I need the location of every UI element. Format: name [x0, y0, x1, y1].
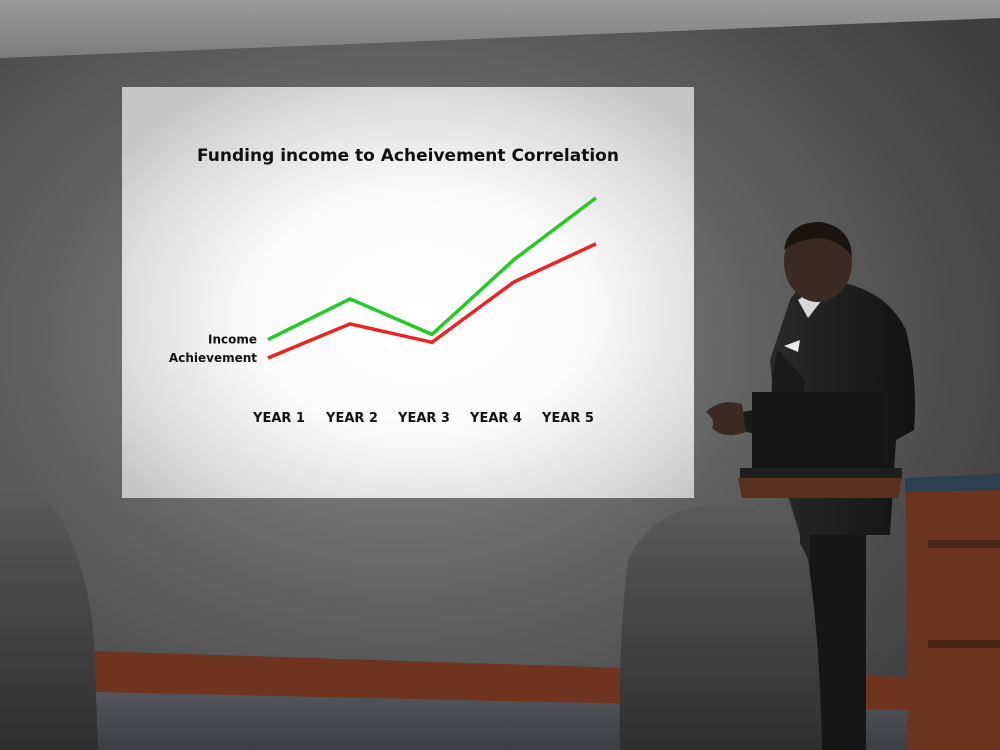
series-labels: Income Achievement — [169, 333, 257, 365]
x-tick-label: YEAR 4 — [469, 411, 522, 426]
chart-plot-area — [267, 196, 598, 360]
projection-screen: Funding income to Acheivement Correlatio… — [122, 87, 694, 498]
series-line-income — [267, 196, 598, 342]
x-tick-label: YEAR 1 — [252, 411, 305, 426]
x-tick-label: YEAR 3 — [397, 411, 450, 426]
series-label-achievement: Achievement — [169, 351, 257, 365]
x-axis-ticks: YEAR 1 YEAR 2 YEAR 3 YEAR 4 YEAR 5 — [252, 411, 594, 426]
x-tick-label: YEAR 5 — [541, 411, 594, 426]
series-label-income: Income — [208, 333, 257, 347]
audience-chair-left — [0, 487, 98, 750]
x-tick-label: YEAR 2 — [325, 411, 378, 426]
chart-title: Funding income to Acheivement Correlatio… — [197, 146, 619, 166]
ceiling — [0, 0, 1000, 58]
series-line-achievement — [267, 242, 597, 360]
audience-chair-center — [619, 504, 822, 750]
side-cabinet — [905, 474, 1000, 750]
